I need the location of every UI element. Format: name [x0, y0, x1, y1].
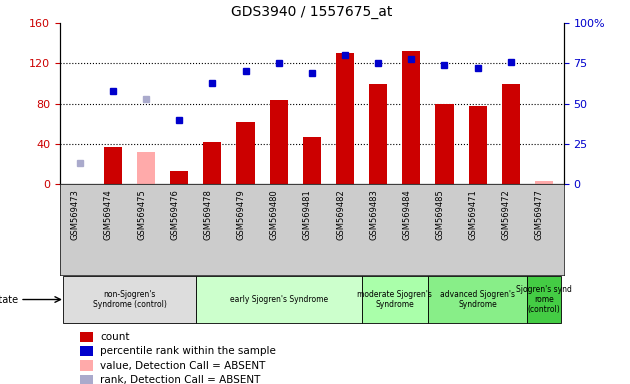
Bar	[80, 360, 93, 371]
Text: non-Sjogren's
Syndrome (control): non-Sjogren's Syndrome (control)	[93, 290, 166, 309]
Text: GSM569477: GSM569477	[535, 189, 544, 240]
Bar	[196, 276, 362, 323]
Bar	[303, 137, 321, 184]
Bar	[535, 181, 553, 184]
Text: GSM569473: GSM569473	[71, 189, 80, 240]
Bar	[170, 171, 188, 184]
Text: count: count	[100, 332, 130, 342]
Text: Sjogren's synd
rome
(control): Sjogren's synd rome (control)	[516, 285, 572, 314]
Text: moderate Sjogren's
Syndrome: moderate Sjogren's Syndrome	[357, 290, 432, 309]
Bar	[104, 147, 122, 184]
Text: advanced Sjogren's
Syndrome: advanced Sjogren's Syndrome	[440, 290, 515, 309]
Text: GSM569481: GSM569481	[303, 189, 312, 240]
Bar	[270, 100, 288, 184]
Text: value, Detection Call = ABSENT: value, Detection Call = ABSENT	[100, 361, 266, 371]
Bar	[469, 106, 487, 184]
Text: rank, Detection Call = ABSENT: rank, Detection Call = ABSENT	[100, 375, 261, 384]
Text: GSM569476: GSM569476	[170, 189, 179, 240]
Title: GDS3940 / 1557675_at: GDS3940 / 1557675_at	[231, 5, 392, 19]
Bar	[362, 276, 428, 323]
Bar	[236, 122, 255, 184]
Text: GSM569480: GSM569480	[270, 189, 278, 240]
Text: GSM569471: GSM569471	[469, 189, 478, 240]
Text: disease state: disease state	[0, 295, 18, 305]
Bar	[369, 84, 387, 184]
Bar	[137, 152, 155, 184]
Bar	[203, 142, 222, 184]
Text: GSM569479: GSM569479	[236, 189, 246, 240]
Text: GSM569478: GSM569478	[203, 189, 212, 240]
Text: percentile rank within the sample: percentile rank within the sample	[100, 346, 276, 356]
Bar	[435, 104, 454, 184]
Text: GSM569475: GSM569475	[137, 189, 146, 240]
Bar	[501, 84, 520, 184]
Bar	[527, 276, 561, 323]
Bar	[402, 51, 420, 184]
Text: GSM569474: GSM569474	[104, 189, 113, 240]
Text: GSM569483: GSM569483	[369, 189, 378, 240]
Bar	[80, 346, 93, 356]
Bar	[80, 375, 93, 384]
Text: GSM569485: GSM569485	[435, 189, 445, 240]
Bar	[336, 53, 354, 184]
Text: GSM569484: GSM569484	[403, 189, 411, 240]
Text: GSM569472: GSM569472	[502, 189, 511, 240]
Bar	[80, 332, 93, 342]
Text: early Sjogren's Syndrome: early Sjogren's Syndrome	[229, 295, 328, 304]
Bar	[428, 276, 527, 323]
Text: GSM569482: GSM569482	[336, 189, 345, 240]
Bar	[63, 276, 196, 323]
